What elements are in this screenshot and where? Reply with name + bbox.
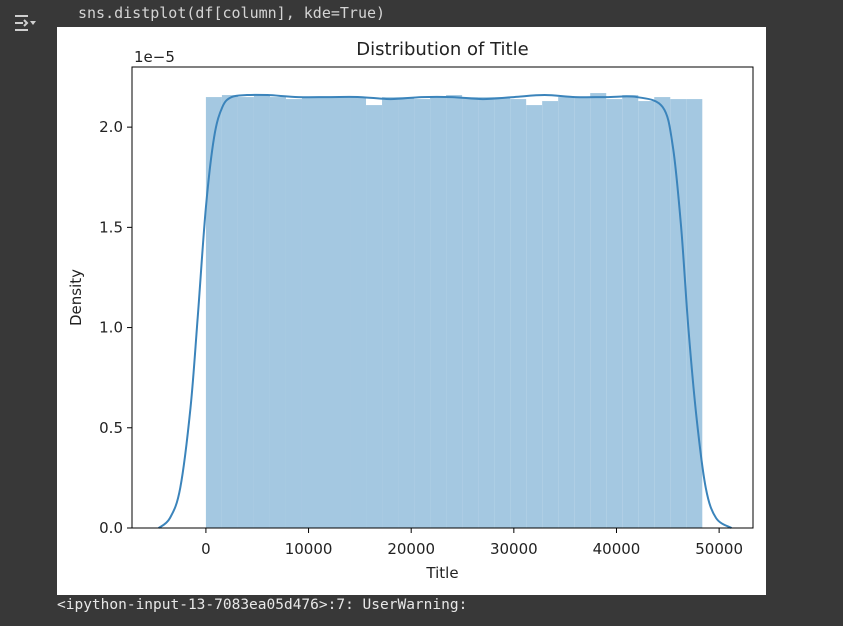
x-axis-label: Title <box>425 564 458 582</box>
y-tick-label: 1.5 <box>99 218 123 236</box>
x-tick-label: 0 <box>201 540 211 558</box>
histogram-bars <box>205 93 703 529</box>
histogram-bar <box>590 93 607 528</box>
x-tick-label: 50000 <box>695 540 743 558</box>
histogram-bar <box>622 95 639 529</box>
histogram-bar <box>478 97 495 528</box>
histogram-bar <box>686 99 703 528</box>
kde-line <box>158 93 732 529</box>
code-line[interactable]: sns.distplot(df[column], kde=True) <box>78 4 386 22</box>
histogram-bar <box>654 97 671 528</box>
y-tick-label: 1.0 <box>99 319 123 337</box>
histogram-bar <box>285 99 302 528</box>
plot-figure: 0 10000 20000 30000 40000 50000 0.0 0.5 1.0 1.5 2… <box>57 27 766 595</box>
histogram-bar <box>253 95 270 529</box>
histogram-bar <box>446 95 463 529</box>
x-tick-label: 40000 <box>593 540 641 558</box>
histogram-bar <box>542 101 559 528</box>
output-toggle-button[interactable] <box>10 8 40 38</box>
histogram-bar <box>334 97 351 528</box>
histogram-bar <box>606 99 623 528</box>
warning-message: <ipython-input-13-7083ea05d476>:7: UserW… <box>57 597 468 613</box>
plot-frame <box>131 66 754 529</box>
histogram-bar <box>526 105 543 528</box>
x-axis: 0 10000 20000 30000 40000 50000 <box>201 528 743 558</box>
y-tick-label: 0.5 <box>99 419 123 437</box>
y-tick-label: 0.0 <box>99 519 123 537</box>
histogram-bar <box>237 97 254 528</box>
chart-title: Distribution of Title <box>356 39 528 60</box>
histogram-bar <box>366 105 383 528</box>
histogram-bar <box>494 97 511 528</box>
histogram-bar <box>638 101 655 528</box>
histogram-bar <box>574 97 591 528</box>
x-tick-label: 10000 <box>285 540 333 558</box>
output-collapse-icon <box>15 15 36 31</box>
histogram-bar <box>205 97 222 528</box>
histogram-bar <box>301 97 318 528</box>
histogram-bar <box>398 97 415 528</box>
y-offset-label: 1e−5 <box>134 48 175 66</box>
x-tick-label: 30000 <box>490 540 538 558</box>
y-axis-label: Density <box>67 269 85 326</box>
y-tick-label: 2.0 <box>99 118 123 136</box>
histogram-bar <box>269 97 286 528</box>
x-tick-label: 20000 <box>387 540 435 558</box>
histogram-bar <box>382 97 399 528</box>
histogram-bar <box>670 99 687 528</box>
y-axis: 0.0 0.5 1.0 1.5 2.0 <box>99 118 132 537</box>
histogram-bar <box>414 99 431 528</box>
histogram-bar <box>221 95 238 529</box>
histogram-bar <box>462 97 479 528</box>
histogram-bar <box>430 97 447 528</box>
histogram-bar <box>317 97 335 528</box>
histogram-bar <box>350 97 367 528</box>
distribution-chart: 0 10000 20000 30000 40000 50000 0.0 0.5 1.0 1.5 2… <box>67 39 754 582</box>
histogram-bar <box>510 99 527 528</box>
histogram-bar <box>558 97 575 528</box>
